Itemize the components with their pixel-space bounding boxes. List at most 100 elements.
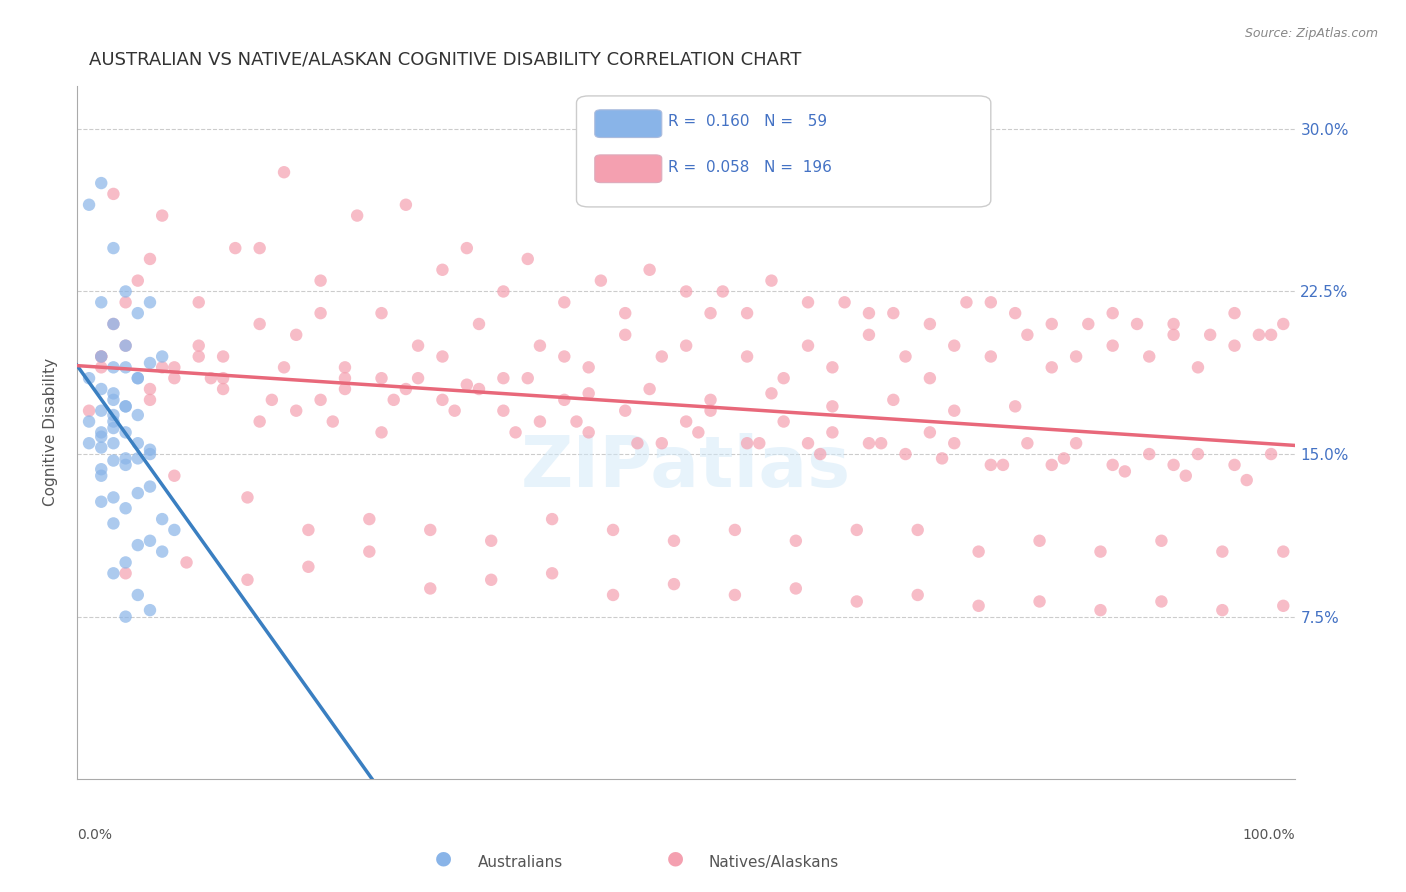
Point — [212, 371, 235, 385]
Point — [516, 371, 538, 385]
Point — [578, 386, 600, 401]
Point — [1090, 544, 1112, 558]
Point — [918, 371, 941, 385]
Point — [77, 198, 100, 212]
Point — [103, 516, 125, 531]
Point — [1040, 317, 1063, 331]
Point — [103, 453, 125, 467]
Point — [90, 403, 112, 417]
Point — [127, 408, 149, 422]
Point — [322, 415, 344, 429]
Point — [1137, 447, 1160, 461]
Point — [602, 588, 624, 602]
Point — [991, 458, 1014, 472]
Point — [821, 360, 844, 375]
Point — [114, 339, 136, 353]
Point — [103, 317, 125, 331]
Point — [103, 186, 125, 201]
Point — [589, 274, 612, 288]
Point — [150, 512, 173, 526]
Point — [468, 317, 491, 331]
Point — [370, 306, 392, 320]
Text: R =  0.058   N =  196: R = 0.058 N = 196 — [668, 160, 832, 175]
Point — [382, 392, 405, 407]
FancyBboxPatch shape — [595, 155, 662, 183]
Point — [1163, 458, 1185, 472]
Point — [724, 523, 747, 537]
Point — [187, 295, 209, 310]
Point — [139, 479, 162, 493]
Point — [114, 609, 136, 624]
Point — [1174, 468, 1197, 483]
Point — [127, 486, 149, 500]
Point — [626, 436, 648, 450]
Point — [456, 241, 478, 255]
Point — [1163, 327, 1185, 342]
Text: ZIPatlas: ZIPatlas — [522, 433, 851, 501]
Point — [785, 582, 807, 596]
Point — [870, 436, 893, 450]
Point — [139, 603, 162, 617]
Point — [821, 425, 844, 440]
Point — [333, 371, 356, 385]
Point — [1211, 544, 1233, 558]
Point — [212, 350, 235, 364]
Point — [249, 241, 271, 255]
Point — [127, 371, 149, 385]
Point — [114, 285, 136, 299]
Y-axis label: Cognitive Disability: Cognitive Disability — [44, 359, 58, 507]
Point — [1004, 400, 1026, 414]
Point — [918, 317, 941, 331]
Point — [114, 295, 136, 310]
Point — [553, 295, 575, 310]
Point — [735, 350, 758, 364]
Point — [103, 491, 125, 505]
Point — [943, 436, 966, 450]
Point — [614, 327, 637, 342]
Point — [943, 403, 966, 417]
Point — [90, 441, 112, 455]
Point — [858, 327, 880, 342]
Point — [90, 382, 112, 396]
Point — [699, 392, 721, 407]
Point — [894, 447, 917, 461]
Point — [541, 566, 564, 581]
Point — [1247, 327, 1270, 342]
Point — [1090, 603, 1112, 617]
Point — [614, 306, 637, 320]
Point — [578, 425, 600, 440]
Point — [90, 430, 112, 444]
Point — [699, 403, 721, 417]
Point — [1223, 339, 1246, 353]
Point — [1236, 473, 1258, 487]
Point — [297, 523, 319, 537]
Point — [114, 556, 136, 570]
Point — [90, 350, 112, 364]
Point — [406, 371, 429, 385]
Point — [103, 436, 125, 450]
Point — [90, 176, 112, 190]
Point — [139, 392, 162, 407]
Point — [797, 339, 820, 353]
Point — [114, 339, 136, 353]
Point — [1223, 458, 1246, 472]
Point — [1028, 594, 1050, 608]
Point — [1137, 350, 1160, 364]
Point — [1101, 339, 1123, 353]
Point — [297, 559, 319, 574]
Point — [432, 392, 454, 407]
Point — [1040, 360, 1063, 375]
Point — [163, 468, 186, 483]
Point — [834, 295, 856, 310]
Point — [553, 392, 575, 407]
Point — [370, 425, 392, 440]
Point — [103, 392, 125, 407]
Point — [468, 382, 491, 396]
Point — [163, 371, 186, 385]
Point — [529, 415, 551, 429]
Point — [114, 400, 136, 414]
Point — [688, 425, 710, 440]
Point — [1163, 317, 1185, 331]
Point — [406, 339, 429, 353]
Point — [651, 350, 673, 364]
